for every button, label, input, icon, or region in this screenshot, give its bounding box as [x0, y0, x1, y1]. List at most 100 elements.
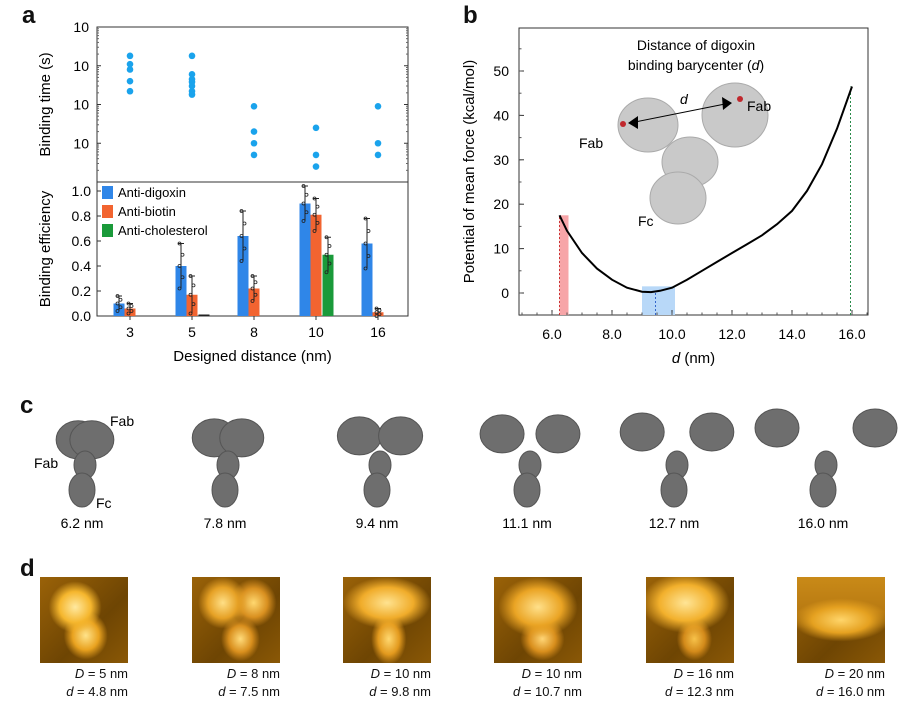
measured-distance-symbol: d [66, 684, 74, 699]
measured-distance-line: d = 9.8 nm [311, 683, 431, 701]
distance-label: 6.2 nm [61, 515, 104, 531]
measured-distance-symbol: d [218, 684, 226, 699]
y-axis-label: Potential of mean force (kcal/mol) [461, 60, 478, 283]
red-band [559, 215, 569, 315]
data-point [129, 304, 134, 308]
data-point [250, 274, 255, 278]
designed-distance-line: D = 16 nm [614, 665, 734, 683]
measured-distance-symbol: d [369, 684, 377, 699]
data-point [250, 299, 255, 303]
designed-distance-line: D = 10 nm [311, 665, 431, 683]
data-point [188, 311, 193, 316]
arrowhead-left [628, 116, 638, 129]
designed-distance-symbol: D [673, 666, 684, 681]
y-axis-label-binding-time: Binding time (s) [37, 52, 54, 156]
data-point [177, 286, 182, 291]
data-point [126, 301, 131, 306]
panel-b-chart: 6.0 8.0 10.0 12.0 14.0 16.0 0 10 20 30 40 50 d (nm) P… [461, 27, 869, 367]
binding-time-point [374, 151, 382, 159]
data-point [315, 204, 320, 209]
binding-time-point [250, 139, 258, 147]
designed-distance-value: = 20 nm [834, 666, 885, 681]
panel-a-chart: 100101102103Binding time (s)0.00.20.40.6… [37, 19, 409, 365]
afm-caption: D = 20 nm d = 16.0 nm [765, 665, 885, 701]
antibody-structure [336, 416, 424, 508]
fab-domain [852, 408, 898, 448]
designed-distance-value: = 10 nm [380, 666, 431, 681]
y-tick-label: 0 [501, 285, 509, 301]
measured-distance-symbol: d [512, 684, 521, 699]
y-tick-label: 30 [493, 152, 509, 168]
data-point [377, 312, 382, 317]
fab-domain [689, 412, 735, 452]
y-tick-label: 20 [493, 196, 509, 212]
x-tick-label: 8.0 [602, 326, 622, 342]
panel-d-afm-images: D = 5 nm d = 4.8 nm D = 8 nm d = 7.5 nm D = … [0, 555, 902, 721]
distance-label: 7.8 nm [204, 515, 247, 531]
binding-time-point [188, 91, 196, 98]
inset-label-fab-right: Fab [747, 98, 771, 114]
data-point [377, 308, 382, 313]
data-point [327, 244, 332, 248]
data-point [374, 310, 379, 315]
binding-time-point [126, 52, 134, 60]
fc-domain [211, 472, 239, 508]
data-point [324, 270, 329, 275]
data-point [301, 201, 306, 206]
binding-time-point [126, 87, 134, 95]
measured-distance-value: = 7.5 nm [225, 684, 280, 699]
bar-anti-digoxin [361, 243, 373, 316]
data-point [363, 241, 368, 246]
label-fc: Fc [96, 495, 112, 511]
fab-left-domain [617, 97, 679, 153]
x-tick-label: 16.0 [838, 326, 865, 342]
data-point [301, 184, 306, 188]
distance-label: 11.1 nm [502, 515, 552, 531]
fab-domain [69, 420, 115, 460]
designed-distance-line: D = 20 nm [765, 665, 885, 683]
data-point [180, 252, 185, 257]
data-point [242, 246, 247, 251]
distance-arrow [629, 102, 731, 124]
designed-distance-symbol: D [370, 666, 381, 681]
designed-distance-line: D = 10 nm [462, 665, 582, 683]
antibody-structure [619, 412, 735, 508]
data-point [374, 306, 379, 311]
inset-title-close: ) [759, 57, 764, 73]
data-point [324, 235, 329, 240]
afm-image [494, 577, 582, 663]
y-tick-label: 10 [73, 135, 89, 151]
measured-distance-line: d = 16.0 nm [765, 683, 885, 701]
data-point [324, 252, 329, 257]
afm-image [343, 577, 431, 663]
y-tick-label: 1.0 [72, 183, 92, 199]
data-point [363, 266, 368, 271]
bar-anti-biotin [310, 214, 322, 316]
y-tick-label: 0.0 [72, 308, 92, 324]
panel-label-b: b [463, 2, 478, 29]
x-axis-label-unit: (nm) [680, 350, 715, 367]
designed-distance-line: D = 5 nm [8, 665, 128, 683]
fab-domain [479, 414, 525, 454]
data-point [191, 283, 196, 288]
binding-time-point [126, 66, 134, 73]
fab-domain [378, 416, 424, 456]
y-tick-label: 0.8 [72, 208, 92, 224]
data-point [129, 309, 134, 313]
afm-image [192, 577, 280, 663]
afm-caption: D = 16 nm d = 12.3 nm [614, 665, 734, 701]
data-point [304, 210, 309, 215]
fc-domain [68, 472, 96, 508]
label-fab-top: Fab [110, 413, 134, 429]
inset-label-fc: Fc [638, 213, 654, 229]
data-point [177, 264, 182, 268]
y-tick-label: 10 [493, 241, 509, 257]
plot-frame [518, 27, 869, 316]
data-point [180, 275, 185, 280]
x-tick-label: 16 [370, 324, 386, 340]
data-point [366, 229, 371, 233]
distance-label: 12.7 nm [649, 515, 700, 531]
designed-distance-line: D = 8 nm [160, 665, 280, 683]
panel-label-a: a [22, 2, 36, 29]
bar-anti-digoxin [237, 236, 249, 316]
